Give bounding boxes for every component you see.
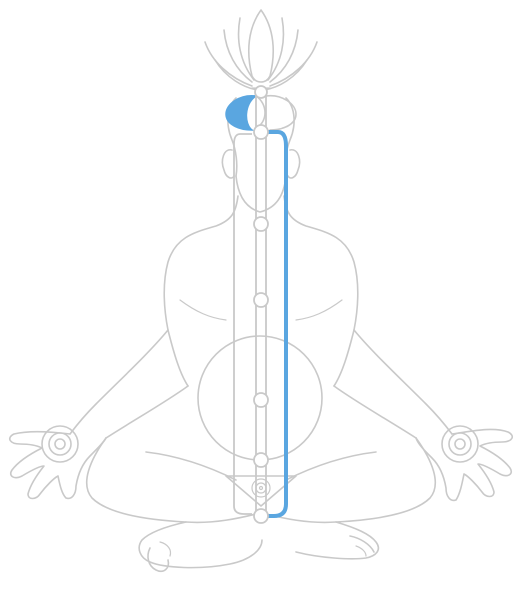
lotus-icon — [204, 9, 318, 91]
right-hand — [415, 425, 514, 502]
palm-spiral-icon — [41, 425, 79, 463]
blue-channel — [264, 130, 288, 518]
chakra-node-6 — [253, 452, 269, 468]
chakra-node-5 — [253, 392, 269, 408]
chakra-node-7 — [253, 508, 269, 524]
side-channel-left — [233, 133, 252, 515]
ida-crown-shape — [225, 95, 259, 131]
chakra-node-3 — [253, 216, 269, 232]
left-hand — [8, 425, 107, 500]
chakra-node-1 — [254, 85, 268, 99]
chakra-nodes — [253, 85, 269, 524]
torso-outline — [69, 195, 453, 439]
chakra-node-2 — [253, 124, 269, 140]
palm-spiral-icon — [441, 425, 479, 463]
chakra-node-4 — [253, 292, 269, 308]
